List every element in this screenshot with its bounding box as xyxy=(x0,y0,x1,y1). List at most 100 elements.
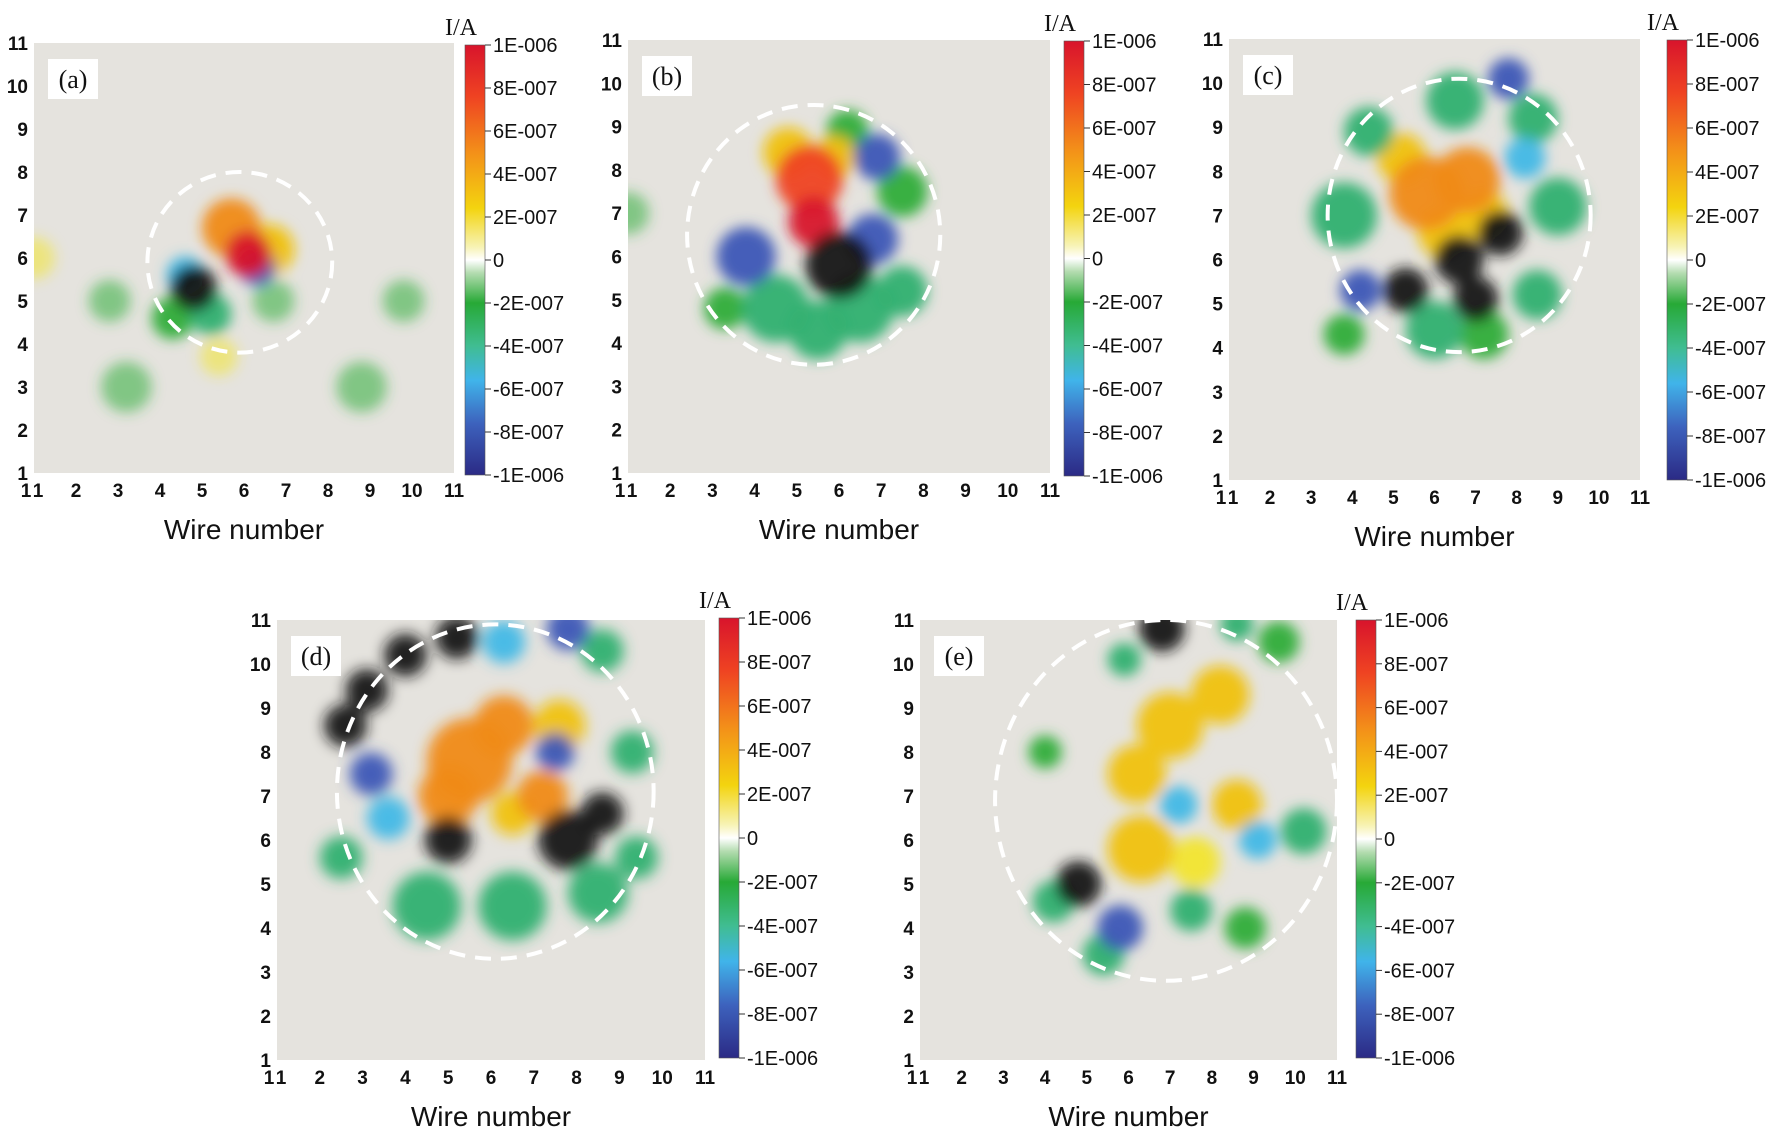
colorbar-tick-label: -4E-007 xyxy=(1092,336,1163,358)
y-tick-label: 11 xyxy=(894,611,915,632)
heat-blob xyxy=(1107,815,1175,883)
heat-blob xyxy=(199,338,238,376)
colorbar-gradient xyxy=(718,617,740,1059)
heat-blob xyxy=(1487,58,1530,100)
colorbar-tick-label: 2E-007 xyxy=(493,207,558,229)
x-axis-label: Wire number xyxy=(1354,521,1514,552)
colorbar-tick-label: -4E-007 xyxy=(1695,338,1766,360)
x-tick-label: 6 xyxy=(1123,1068,1134,1089)
colorbar-tick-label: 2E-007 xyxy=(1384,785,1449,807)
heat-blob xyxy=(324,704,367,747)
colorbar: 1E-006 8E-007 6E-007 4E-007 2E-007 0 -2E-007 -4… xyxy=(699,588,818,1070)
x-tick-label: 5 xyxy=(1082,1068,1093,1089)
x-tick-label: 1 xyxy=(21,481,32,502)
x-tick-label: 2 xyxy=(315,1068,326,1089)
y-tick-label: 3 xyxy=(903,963,914,984)
colorbar-tick-label: 0 xyxy=(493,250,504,272)
x-tick-label: 3 xyxy=(357,1068,368,1089)
heat-blob xyxy=(1344,106,1394,157)
colorbar-tick-label: -6E-007 xyxy=(1384,960,1455,982)
colorbar-tick-label: 6E-007 xyxy=(493,121,558,143)
x-axis-label: Wire number xyxy=(164,514,324,545)
colorbar-tick-label: 4E-007 xyxy=(1092,162,1157,184)
x-tick-label: 8 xyxy=(323,481,334,502)
heatmap-field xyxy=(1028,620,1327,976)
x-tick-label: 9 xyxy=(960,481,971,502)
heat-blob xyxy=(1028,735,1062,769)
x-tick-label: 5 xyxy=(443,1068,454,1089)
colorbar-tick-label: 4E-007 xyxy=(493,164,558,186)
heat-blob xyxy=(1159,786,1198,824)
colorbar-tick-label: -1E-006 xyxy=(1384,1048,1455,1070)
colorbar-tick-label: 6E-007 xyxy=(747,696,812,718)
y-tick-label: 1 xyxy=(17,464,28,485)
x-tick-label: 10 xyxy=(997,481,1018,502)
y-tick-label: 4 xyxy=(903,919,914,940)
heat-blob xyxy=(615,836,658,879)
y-tick-label: 2 xyxy=(260,1007,271,1028)
x-tick-label: 4 xyxy=(155,481,166,502)
colorbar-tick-label: -2E-007 xyxy=(1092,292,1163,314)
x-tick-label: 10 xyxy=(1285,1068,1306,1089)
colorbar-gradient xyxy=(1063,40,1085,477)
heat-blob xyxy=(1504,137,1546,179)
heat-blob xyxy=(366,796,410,840)
heat-blob xyxy=(568,862,628,923)
y-tick-label: 9 xyxy=(903,699,914,720)
colorbar-tick-label: -2E-007 xyxy=(1695,294,1766,316)
heat-blob xyxy=(628,192,650,235)
x-tick-label: 4 xyxy=(400,1068,411,1089)
y-tick-label: 11 xyxy=(602,31,623,52)
boundary-circle xyxy=(145,169,335,355)
y-tick-label: 8 xyxy=(903,743,914,764)
colorbar-tick-label: -4E-007 xyxy=(747,916,818,938)
colorbar: 1E-006 8E-007 6E-007 4E-007 2E-007 0 -2E-007 -4… xyxy=(1044,11,1163,488)
x-tick-label: 3 xyxy=(1306,488,1317,509)
y-tick-label: 7 xyxy=(611,204,622,225)
y-tick-label: 11 xyxy=(8,34,29,55)
colorbar-tick-label: 0 xyxy=(747,828,758,850)
y-tick-label: 8 xyxy=(17,163,28,184)
x-tick-label: 3 xyxy=(113,481,124,502)
heat-blob xyxy=(1224,907,1267,949)
x-tick-label: 2 xyxy=(1265,488,1276,509)
heat-blob xyxy=(1191,665,1250,724)
x-tick-label: 5 xyxy=(197,481,208,502)
colorbar-tick-label: 6E-007 xyxy=(1695,118,1760,140)
heat-blob xyxy=(1323,313,1365,356)
colorbar-tick-label: 6E-007 xyxy=(1384,698,1449,720)
colorbar-gradient xyxy=(464,44,486,476)
heat-blob xyxy=(252,280,295,322)
boundary-circle xyxy=(1325,76,1593,355)
y-tick-label: 5 xyxy=(1212,295,1223,316)
panel-label-box xyxy=(642,56,692,96)
y-tick-label: 6 xyxy=(1212,251,1223,272)
colorbar-tick-label: -2E-007 xyxy=(1384,873,1455,895)
heat-blob xyxy=(1405,301,1464,359)
x-tick-label: 9 xyxy=(1248,1068,1259,1089)
y-tick-label: 6 xyxy=(903,831,914,852)
heat-blob xyxy=(703,287,747,330)
x-tick-label: 7 xyxy=(876,481,887,502)
y-tick-label: 4 xyxy=(611,334,622,355)
heatmap-field xyxy=(319,620,658,941)
colorbar-tick-label: 4E-007 xyxy=(747,740,812,762)
heat-blob xyxy=(392,871,462,941)
heat-blob xyxy=(1508,93,1558,144)
x-tick-label: 7 xyxy=(1470,488,1481,509)
y-tick-label: 4 xyxy=(1212,339,1223,360)
x-tick-label: 1 xyxy=(615,481,626,502)
colorbar-tick-label: -2E-007 xyxy=(747,872,818,894)
y-tick-label: 5 xyxy=(17,292,28,313)
x-tick-label: 5 xyxy=(1388,488,1399,509)
heat-blob xyxy=(1426,71,1484,130)
x-tick-label: 2 xyxy=(956,1068,967,1089)
heat-blob xyxy=(716,226,776,287)
colorbar-tick-label: -8E-007 xyxy=(493,422,564,444)
colorbar-tick-label: -4E-007 xyxy=(1384,917,1455,939)
heat-blob xyxy=(1097,905,1144,951)
y-tick-label: 3 xyxy=(260,963,271,984)
x-tick-label: 1 xyxy=(1216,488,1227,509)
